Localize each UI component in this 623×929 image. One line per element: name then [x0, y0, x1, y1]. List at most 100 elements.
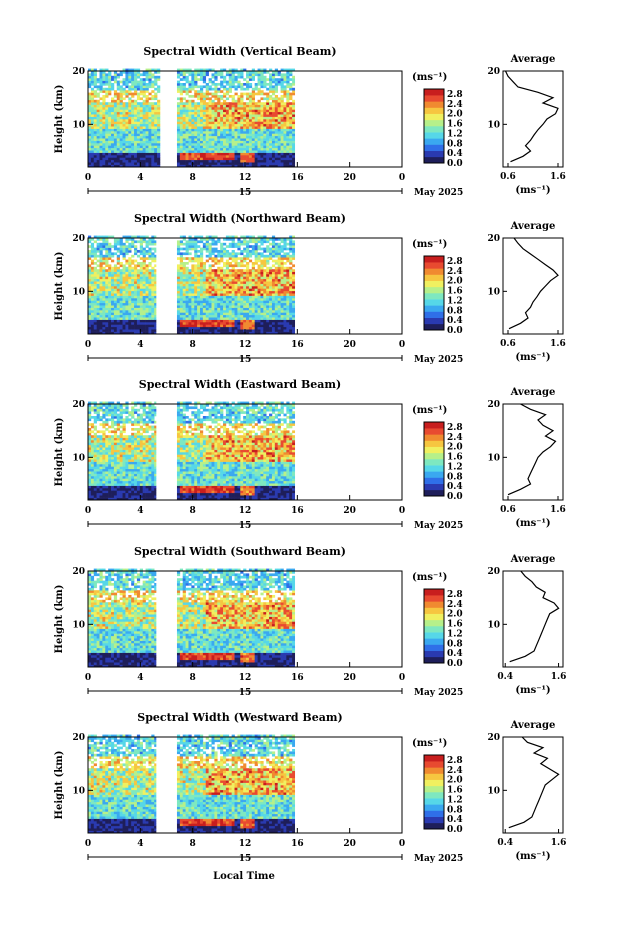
- heatmap-cell: [148, 271, 152, 275]
- heatmap-cell: [283, 245, 287, 248]
- heatmap-cell: [142, 259, 146, 263]
- heatmap-cell: [148, 281, 152, 284]
- heatmap-cell: [88, 326, 92, 330]
- heatmap-cell: [99, 264, 103, 268]
- heatmap-cell: [151, 75, 155, 79]
- heatmap-cell: [197, 295, 201, 299]
- heatmap-cell: [228, 264, 232, 268]
- heatmap-cell: [254, 281, 258, 284]
- heatmap-cell: [228, 102, 232, 105]
- heatmap-cell: [145, 116, 149, 120]
- heatmap-cell: [191, 324, 195, 328]
- heatmap-cell: [99, 302, 103, 306]
- heatmap-cell: [113, 281, 118, 284]
- heatmap-cell: [211, 145, 215, 149]
- heatmap-cell: [119, 111, 123, 115]
- colorbar-swatch: [424, 113, 444, 121]
- heatmap-cell: [254, 290, 258, 294]
- heatmap-cell: [102, 295, 106, 299]
- heatmap-cell: [225, 123, 230, 127]
- heatmap-cell: [139, 97, 143, 101]
- heatmap-cell: [248, 150, 253, 153]
- heatmap-cell: [182, 140, 186, 144]
- heatmap-cell: [266, 162, 270, 165]
- heatmap-cell: [217, 159, 221, 163]
- heatmap-cell: [205, 240, 209, 244]
- heatmap-cell: [251, 92, 255, 96]
- heatmap-cell: [220, 295, 224, 299]
- heatmap-cell: [211, 99, 215, 103]
- heatmap-cell: [105, 245, 109, 248]
- heatmap-cell: [263, 92, 267, 96]
- heatmap-cell: [185, 281, 189, 284]
- heatmap-cell: [128, 322, 132, 325]
- heatmap-cell: [263, 135, 267, 139]
- heatmap-cell: [99, 286, 103, 289]
- heatmap-cell: [131, 269, 135, 272]
- heatmap-cell: [148, 162, 152, 165]
- heatmap-cell: [128, 235, 132, 239]
- heatmap-cell: [243, 319, 247, 323]
- heatmap-cell: [154, 254, 157, 258]
- heatmap-cell: [113, 276, 118, 280]
- heatmap-cell: [208, 121, 212, 125]
- heatmap-cell: [240, 99, 244, 103]
- heatmap-cell: [220, 324, 224, 328]
- heatmap-cell: [248, 123, 253, 127]
- heatmap-cell: [179, 252, 184, 256]
- heatmap-cell: [154, 159, 158, 163]
- heatmap-cell: [280, 238, 284, 241]
- heatmap-cell: [266, 302, 270, 306]
- heatmap-cell: [248, 164, 253, 168]
- heatmap-cell: [188, 83, 192, 86]
- heatmap-cell: [257, 310, 261, 313]
- heatmap-cell: [148, 274, 152, 277]
- heatmap-cell: [93, 104, 97, 108]
- heatmap-cell: [211, 278, 215, 282]
- heatmap-cell: [260, 145, 264, 149]
- date-label: May 2025: [414, 355, 463, 365]
- heatmap-cell: [271, 310, 276, 313]
- heatmap-cell: [105, 131, 109, 134]
- heatmap-cell: [99, 259, 103, 263]
- heatmap-cell: [260, 131, 264, 134]
- heatmap-cell: [102, 290, 106, 294]
- heatmap-cell: [125, 269, 129, 272]
- heatmap-cell: [185, 271, 189, 275]
- heatmap-cell: [260, 298, 264, 301]
- heatmap-cell: [214, 145, 218, 149]
- heatmap-cell: [271, 247, 276, 251]
- heatmap-cell: [111, 75, 115, 79]
- heatmap-cell: [269, 281, 273, 284]
- heatmap-cell: [266, 87, 270, 91]
- heatmap-cell: [228, 126, 232, 129]
- heatmap-cell: [151, 73, 155, 77]
- heatmap-cell: [131, 312, 135, 316]
- heatmap-cell: [240, 133, 244, 137]
- heatmap-cell: [251, 135, 255, 139]
- heatmap-cell: [88, 437, 92, 441]
- heatmap-cell: [131, 238, 135, 241]
- heatmap-cell: [269, 87, 273, 91]
- heatmap-cell: [225, 143, 230, 146]
- heatmap-cell: [205, 288, 209, 292]
- heatmap-cell: [96, 293, 100, 296]
- heatmap-cell: [274, 85, 279, 89]
- heatmap-cell: [93, 164, 97, 168]
- heatmap-cell: [269, 68, 273, 72]
- heatmap-cell: [99, 295, 103, 299]
- heatmap-cell: [93, 92, 97, 96]
- heatmap-cell: [182, 274, 186, 277]
- heatmap-cell: [113, 114, 118, 117]
- heatmap-cell: [248, 159, 253, 163]
- heatmap-cell: [277, 162, 281, 165]
- heatmap-cell: [271, 293, 276, 296]
- heatmap-cell: [99, 104, 103, 108]
- heatmap-cell: [225, 114, 230, 117]
- heatmap-cell: [194, 121, 198, 125]
- heatmap-cell: [277, 123, 281, 127]
- heatmap-cell: [277, 329, 281, 332]
- heatmap-cell: [237, 145, 241, 149]
- heatmap-cell: [151, 274, 155, 277]
- heatmap-cell: [108, 302, 112, 306]
